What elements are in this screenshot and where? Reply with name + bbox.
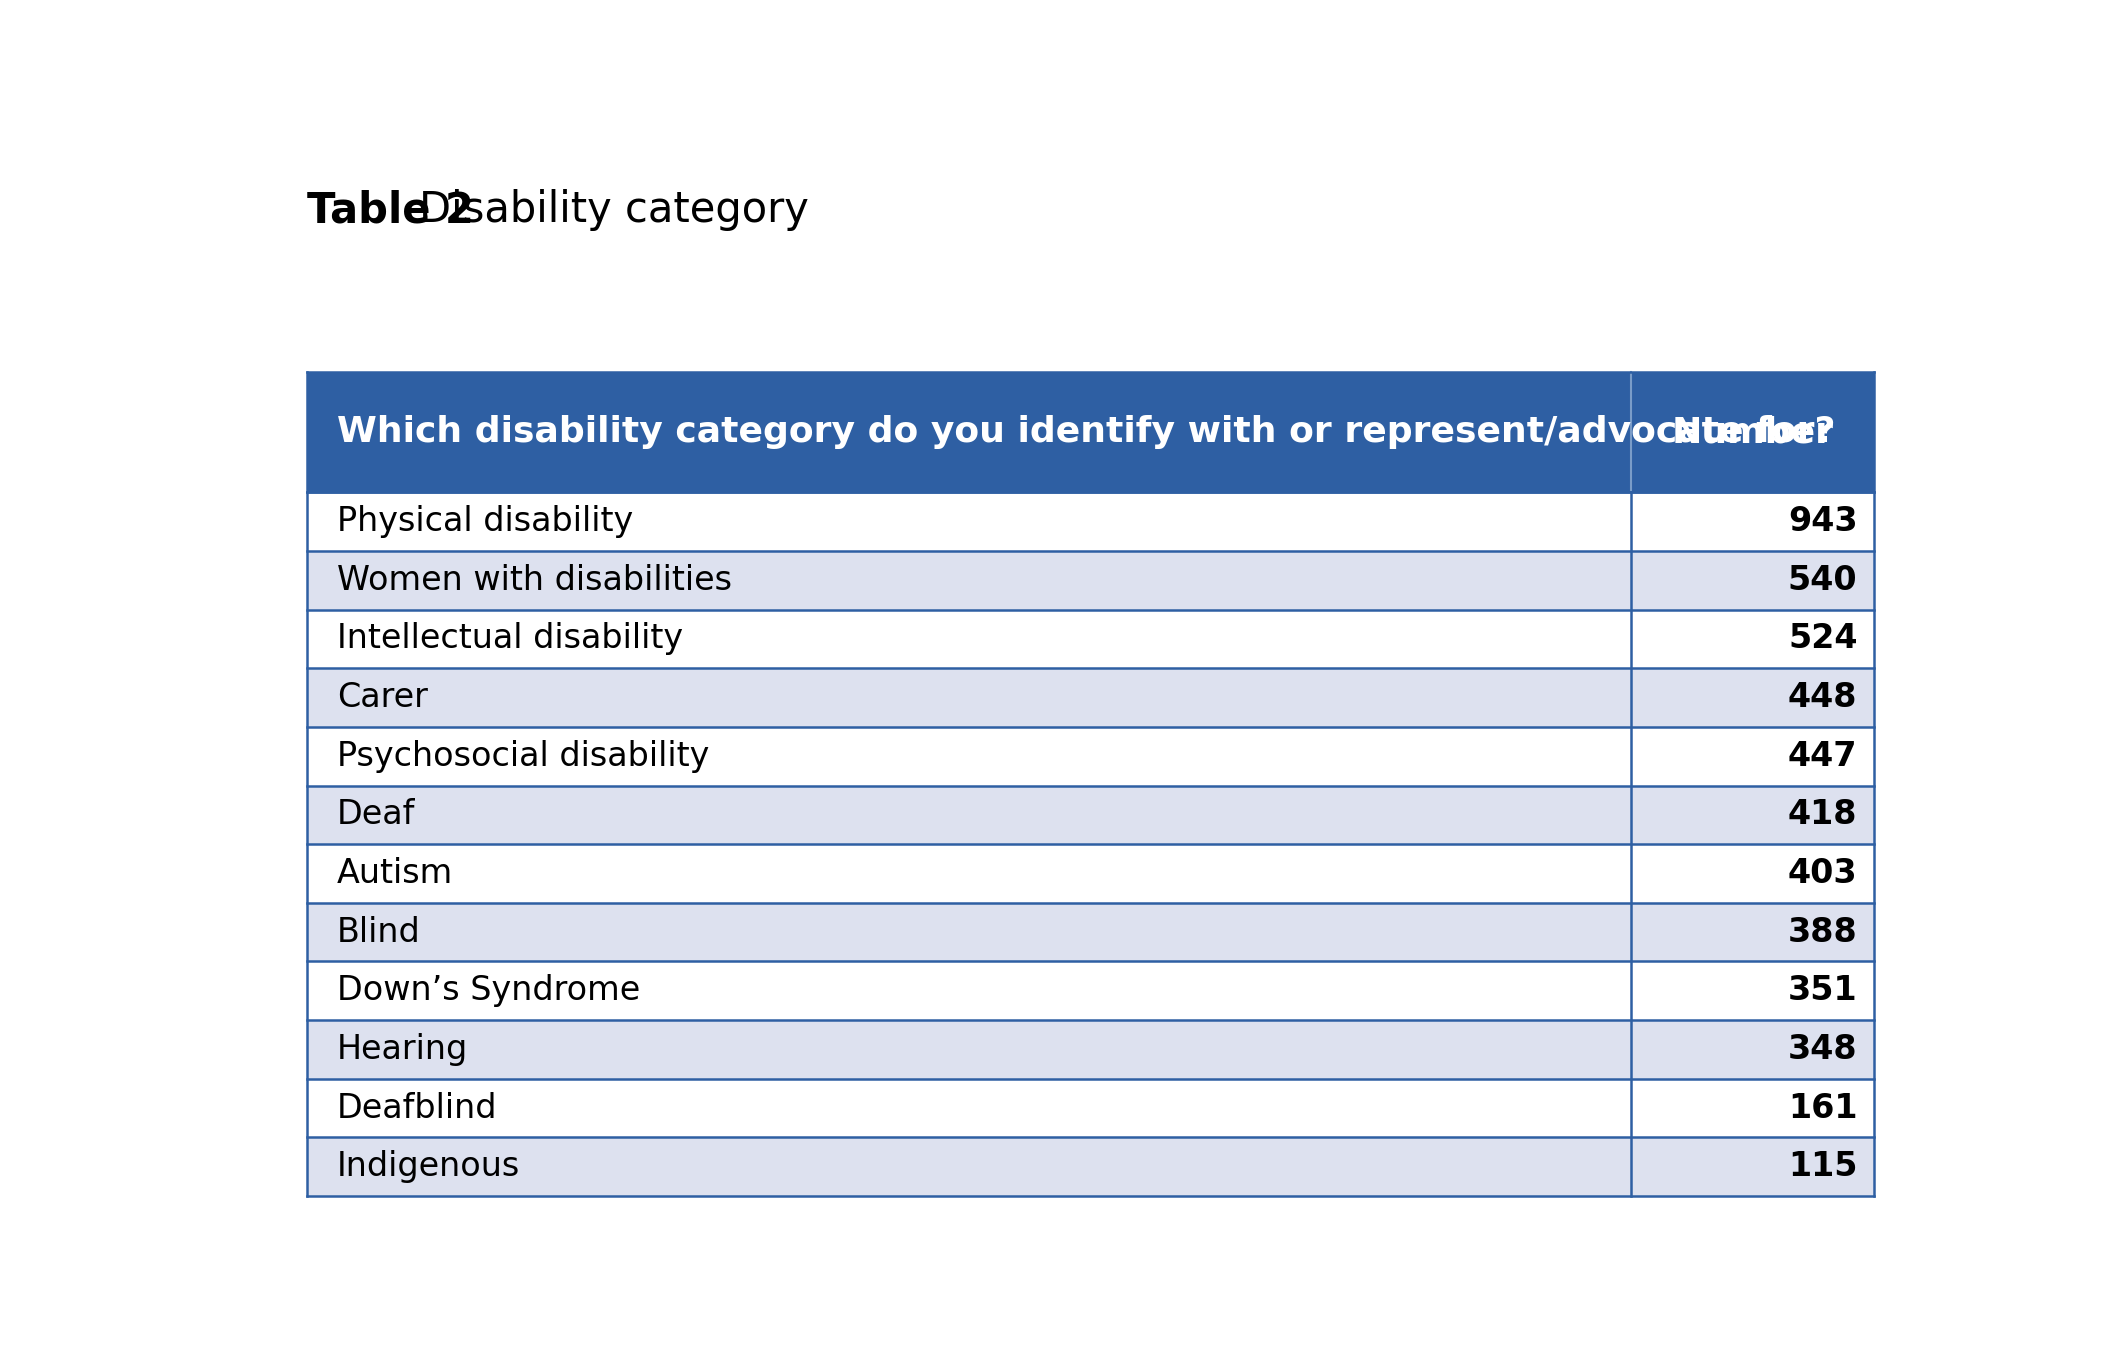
Text: 351: 351 [1788,974,1858,1008]
Text: Number: Number [1673,416,1834,449]
Text: 418: 418 [1788,799,1858,831]
Bar [306,372,1875,493]
Text: Disability category: Disability category [419,189,809,231]
Text: Intellectual disability: Intellectual disability [336,622,683,656]
Text: 540: 540 [1788,564,1858,596]
Bar [306,668,1875,727]
Text: 448: 448 [1788,682,1858,714]
Bar [306,961,1875,1020]
Bar [306,845,1875,903]
Text: 524: 524 [1788,622,1858,656]
Text: 403: 403 [1788,857,1858,889]
Text: Down’s Syndrome: Down’s Syndrome [336,974,641,1008]
Bar [306,1138,1875,1196]
Bar [306,785,1875,845]
Text: 115: 115 [1788,1150,1858,1183]
Text: Blind: Blind [336,915,421,949]
Text: Carer: Carer [336,682,428,714]
Text: Table 2: Table 2 [306,189,475,231]
Text: 388: 388 [1788,915,1858,949]
Bar [306,610,1875,668]
Bar [306,1020,1875,1078]
Text: Deaf: Deaf [336,799,415,831]
Text: Indigenous: Indigenous [336,1150,519,1183]
Text: Autism: Autism [336,857,453,889]
Text: Psychosocial disability: Psychosocial disability [336,740,709,773]
Bar [306,551,1875,610]
Text: 161: 161 [1788,1092,1858,1124]
Bar [306,493,1875,551]
Text: Which disability category do you identify with or represent/advocate for?: Which disability category do you identif… [336,416,1836,449]
Bar [306,903,1875,961]
Bar [306,1078,1875,1138]
Text: 447: 447 [1788,740,1858,773]
Text: 943: 943 [1788,505,1858,538]
Text: Women with disabilities: Women with disabilities [336,564,732,596]
Text: Deafblind: Deafblind [336,1092,498,1124]
Text: Hearing: Hearing [336,1033,468,1066]
Text: Physical disability: Physical disability [336,505,634,538]
Text: 348: 348 [1788,1033,1858,1066]
Bar [306,727,1875,785]
